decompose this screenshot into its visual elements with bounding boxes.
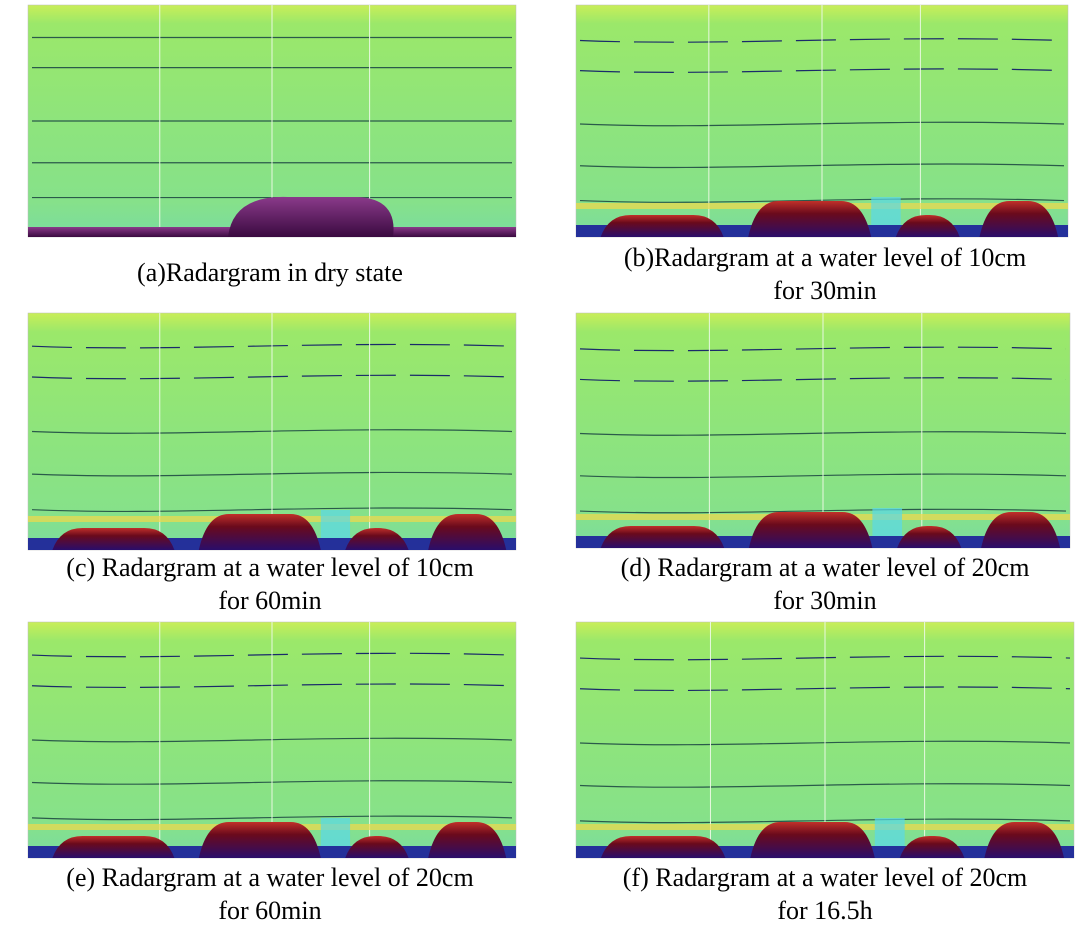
reflection-line	[31, 780, 513, 785]
radargram-panel	[575, 4, 1069, 238]
cyan-zone	[320, 510, 351, 538]
panel-caption: for 30min	[773, 586, 876, 615]
anomaly	[895, 215, 960, 237]
reflection-line	[31, 429, 513, 434]
panel-caption: (d) Radargram at a water level of 20cm	[621, 553, 1030, 582]
panel-caption: (f) Radargram at a water level of 20cm	[623, 863, 1028, 892]
reflection-line	[31, 815, 513, 821]
reflection-line	[579, 686, 1071, 692]
reflection-line	[579, 655, 1071, 661]
anomaly	[897, 526, 962, 548]
panel-caption: for 30min	[773, 276, 876, 305]
reflection-line	[31, 343, 513, 349]
reflection-line	[579, 198, 1065, 203]
reflection-line	[31, 471, 513, 477]
reflection-line	[579, 163, 1065, 169]
panel-caption: for 60min	[218, 586, 321, 615]
reflection-line	[579, 121, 1065, 127]
anomaly	[748, 201, 872, 237]
anomaly	[345, 528, 409, 550]
reflection-line	[31, 374, 513, 380]
anomaly	[228, 196, 394, 237]
cyan-zone	[320, 818, 351, 846]
anomaly	[979, 201, 1059, 237]
reflection-line	[579, 818, 1071, 824]
panel-caption: (c) Radargram at a water level of 10cm	[66, 553, 473, 582]
reflection-line	[579, 377, 1067, 382]
anomaly	[198, 514, 321, 550]
radargram-panel	[27, 312, 517, 551]
reflection-line	[31, 652, 513, 658]
anomaly	[600, 215, 724, 237]
anomaly	[428, 822, 507, 858]
panel-caption: for 16.5h	[777, 896, 872, 925]
anomaly	[52, 836, 175, 858]
anomaly	[345, 836, 409, 858]
radargram-panel	[27, 621, 517, 859]
anomaly	[981, 512, 1061, 548]
anomaly	[899, 836, 965, 858]
anomaly	[984, 822, 1065, 858]
cyan-zone	[871, 197, 901, 225]
anomaly	[600, 836, 726, 858]
anomaly	[428, 514, 507, 550]
reflection-line	[579, 346, 1067, 352]
anomaly	[198, 822, 321, 858]
cyan-zone	[874, 818, 905, 846]
anomaly	[748, 512, 873, 548]
reflection-line	[579, 740, 1071, 746]
cyan-zone	[872, 508, 903, 536]
panel-caption: (a)Radargram in dry state	[137, 258, 403, 287]
radargram-panel	[575, 312, 1071, 549]
radargram-panel	[27, 4, 517, 238]
anomaly	[52, 528, 175, 550]
reflection-line	[579, 431, 1067, 436]
reflection-line	[31, 683, 513, 689]
radargram-panel	[575, 621, 1075, 859]
anomaly	[750, 822, 875, 858]
reflection-line	[579, 508, 1067, 514]
panel-caption: (b)Radargram at a water level of 10cm	[624, 243, 1026, 272]
reflection-line	[579, 38, 1065, 43]
panel-caption: (e) Radargram at a water level of 20cm	[66, 863, 473, 892]
anomaly	[600, 526, 725, 548]
panel-caption: for 60min	[218, 896, 321, 925]
reflection-line	[579, 783, 1071, 788]
reflection-line	[579, 473, 1067, 479]
reflection-line	[31, 737, 513, 743]
reflection-line	[579, 68, 1065, 73]
reflection-line	[31, 507, 513, 513]
